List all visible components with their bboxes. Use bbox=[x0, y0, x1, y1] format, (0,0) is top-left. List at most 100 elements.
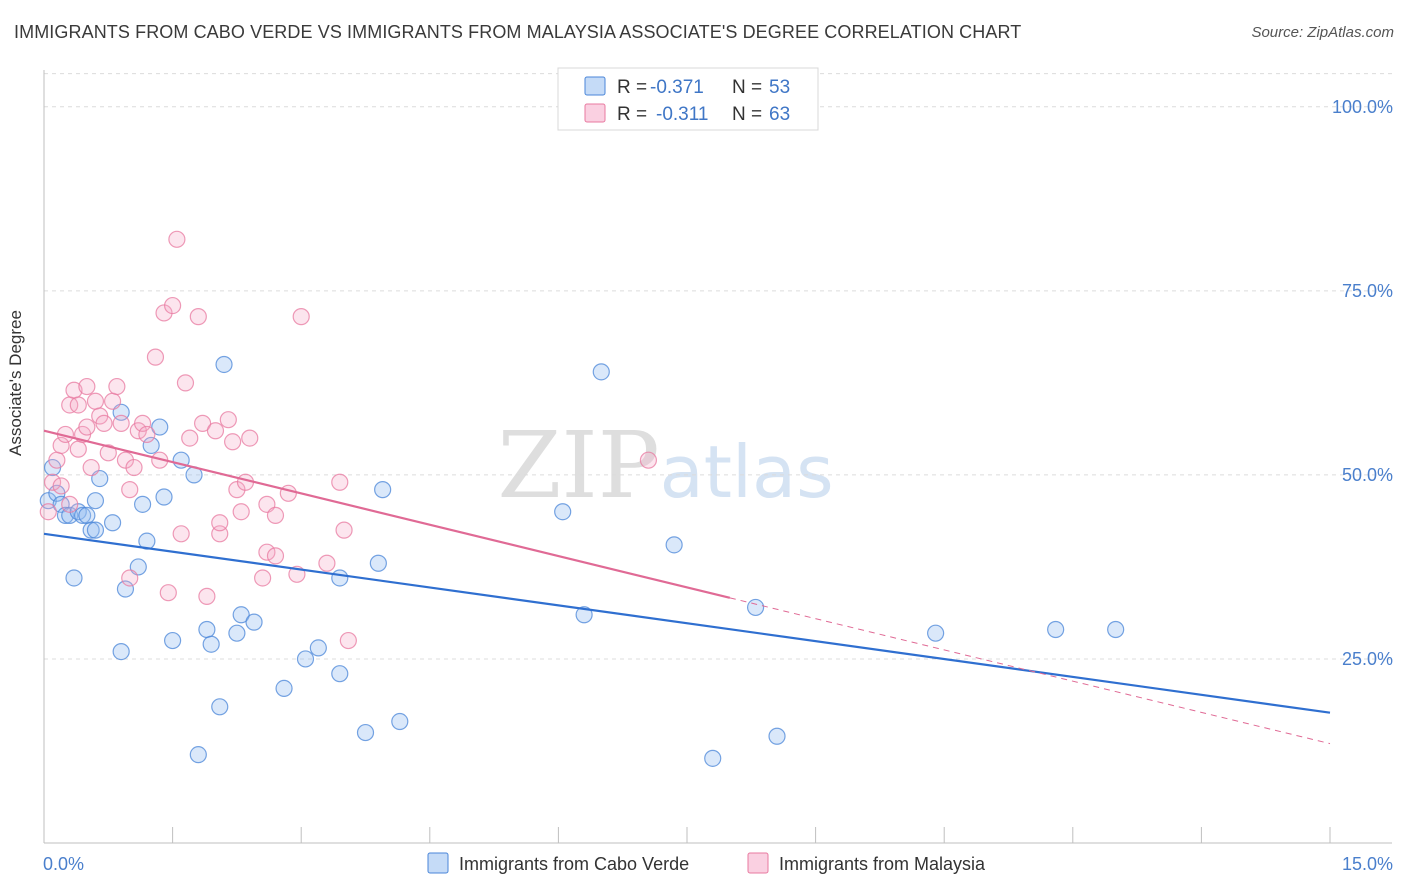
legend-bottom-swatch-malaysia bbox=[747, 852, 769, 874]
cabo-verde-point bbox=[215, 355, 233, 374]
x-tick-label: 15.0% bbox=[1342, 854, 1393, 874]
chart-source: Source: ZipAtlas.com bbox=[1251, 24, 1394, 41]
malaysia-point bbox=[292, 308, 310, 326]
legend-n-value: 53 bbox=[769, 77, 790, 98]
cabo-verde-point bbox=[116, 580, 135, 598]
malaysia-point bbox=[189, 308, 207, 326]
malaysia-point bbox=[86, 392, 105, 410]
malaysia-point bbox=[335, 521, 353, 539]
cabo-verde-point bbox=[151, 418, 169, 436]
cabo-verde-point bbox=[112, 642, 130, 661]
legend-r-label: R = bbox=[617, 77, 647, 98]
malaysia-point bbox=[258, 543, 276, 561]
malaysia-point bbox=[69, 440, 87, 458]
malaysia-point bbox=[318, 554, 336, 572]
malaysia-point bbox=[138, 425, 156, 444]
legend-bottom-swatch-cabo-verde bbox=[427, 852, 449, 874]
malaysia-point bbox=[339, 631, 357, 650]
y-tick-label: 75.0% bbox=[1342, 281, 1393, 301]
malaysia-point bbox=[198, 587, 216, 605]
legend-swatch bbox=[584, 103, 606, 123]
malaysia-point bbox=[99, 444, 117, 462]
watermark: ZIPatlas bbox=[497, 412, 833, 519]
malaysia-point bbox=[331, 473, 349, 491]
malaysia-point bbox=[48, 451, 66, 469]
legend-n-label: N = bbox=[732, 104, 762, 125]
malaysia-point bbox=[112, 414, 130, 432]
cabo-verde-point bbox=[275, 679, 293, 698]
cabo-verde-point bbox=[1047, 620, 1065, 639]
cabo-verde-point bbox=[65, 569, 83, 587]
cabo-verde-point bbox=[228, 624, 246, 642]
legend-r-label: R = bbox=[617, 104, 647, 125]
chart-title: IMMIGRANTS FROM CABO VERDE VS IMMIGRANTS… bbox=[14, 22, 1022, 42]
malaysia-point bbox=[52, 477, 70, 495]
cabo-verde-point bbox=[554, 503, 572, 521]
legend-n-label: N = bbox=[732, 77, 762, 98]
malaysia-point bbox=[78, 418, 96, 436]
x-tick-label: 0.0% bbox=[43, 854, 84, 874]
malaysia-point bbox=[639, 451, 658, 469]
malaysia-point bbox=[232, 503, 250, 521]
malaysia-point bbox=[241, 429, 259, 447]
malaysia-point bbox=[168, 230, 186, 248]
legend-n-value: 63 bbox=[769, 104, 790, 125]
cabo-verde-point bbox=[927, 624, 945, 642]
cabo-verde-point bbox=[356, 723, 375, 742]
malaysia-trendline-extension bbox=[729, 597, 1331, 745]
malaysia-point bbox=[206, 422, 225, 440]
malaysia-point bbox=[52, 436, 70, 455]
malaysia-point bbox=[266, 547, 285, 565]
cabo-verde-point bbox=[142, 436, 160, 455]
malaysia-point bbox=[95, 414, 113, 432]
malaysia-point bbox=[219, 411, 237, 429]
cabo-verde-point bbox=[103, 514, 122, 532]
cabo-verde-point bbox=[391, 712, 409, 731]
cabo-verde-point bbox=[211, 698, 229, 716]
cabo-verde-point bbox=[133, 495, 152, 513]
malaysia-point bbox=[211, 514, 229, 532]
malaysia-point bbox=[125, 458, 143, 477]
cabo-verde-point bbox=[86, 521, 105, 539]
legend-top: R = -0.371 N = 53 R = -0.311 N = 63 bbox=[557, 67, 819, 131]
cabo-verde-point bbox=[331, 569, 349, 587]
malaysia-point bbox=[61, 495, 79, 513]
cabo-verde-trendline bbox=[43, 532, 1331, 714]
malaysia-point bbox=[146, 348, 165, 366]
legend-bottom-label-cabo-verde: Immigrants from Cabo Verde bbox=[459, 854, 689, 874]
malaysia-point bbox=[133, 414, 152, 432]
cabo-verde-point bbox=[245, 613, 263, 631]
cabo-verde-point bbox=[704, 749, 722, 767]
cabo-verde-point bbox=[768, 727, 786, 745]
malaysia-point bbox=[121, 569, 139, 587]
malaysia-point bbox=[279, 484, 297, 502]
malaysia-point bbox=[121, 481, 139, 499]
malaysia-point bbox=[39, 503, 57, 521]
y-tick-label: 25.0% bbox=[1342, 649, 1393, 669]
malaysia-point bbox=[82, 458, 100, 477]
cabo-verde-point bbox=[189, 746, 207, 764]
cabo-verde-point bbox=[374, 481, 392, 499]
malaysia-point bbox=[194, 414, 212, 432]
cabo-verde-point bbox=[575, 606, 593, 624]
malaysia-point bbox=[78, 377, 96, 396]
cabo-verde-point bbox=[665, 536, 683, 554]
malaysia-point bbox=[108, 377, 126, 396]
y-tick-label: 100.0% bbox=[1332, 97, 1393, 117]
cabo-verde-point bbox=[86, 492, 105, 510]
malaysia-point bbox=[181, 429, 199, 447]
cabo-verde-point bbox=[202, 635, 220, 653]
malaysia-point bbox=[176, 374, 195, 392]
malaysia-point bbox=[103, 392, 122, 410]
malaysia-point bbox=[266, 506, 285, 524]
cabo-verde-point bbox=[592, 363, 610, 381]
cabo-verde-point bbox=[1107, 620, 1125, 639]
cabo-verde-point bbox=[56, 506, 75, 524]
y-tick-label: 50.0% bbox=[1342, 465, 1393, 485]
malaysia-point bbox=[159, 584, 177, 602]
malaysia-point bbox=[172, 525, 190, 543]
cabo-verde-point bbox=[746, 598, 765, 617]
legend-swatch bbox=[584, 76, 606, 96]
legend-r-value: -0.311 bbox=[656, 104, 708, 125]
